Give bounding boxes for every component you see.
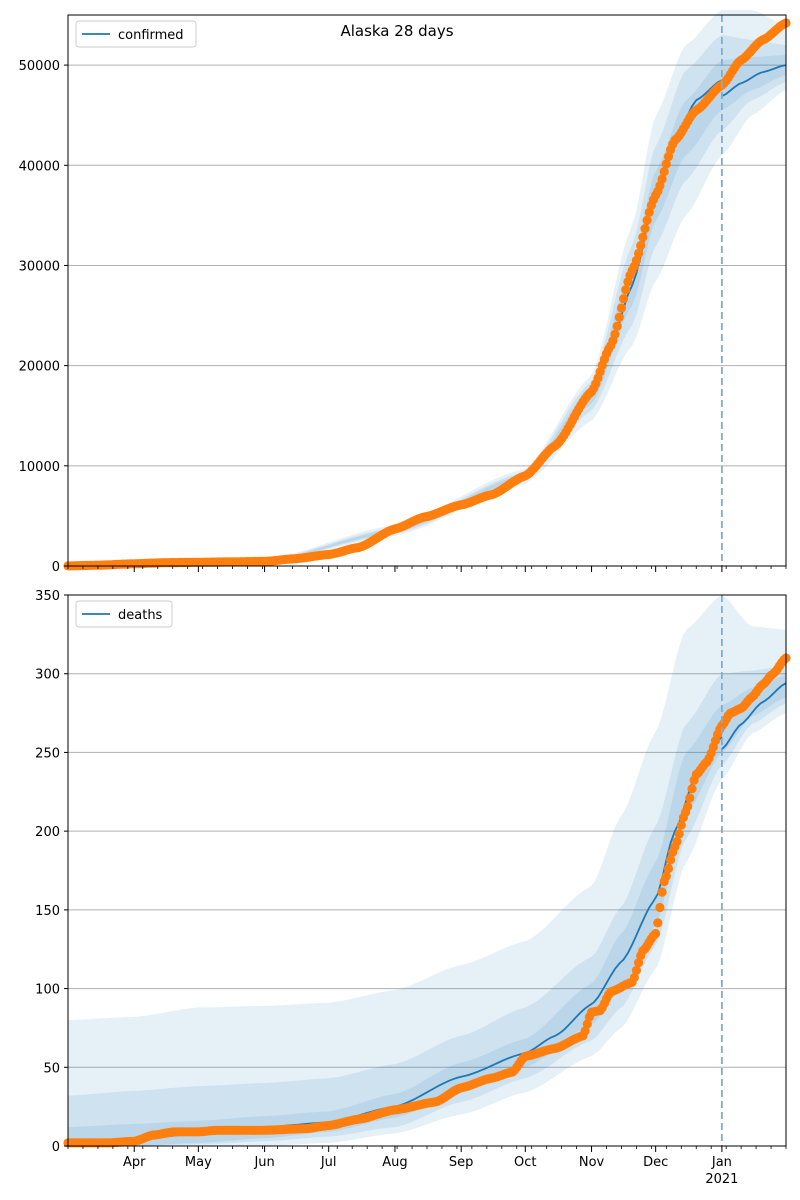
- confidence-band-outer: [68, 10, 786, 566]
- observation-point: [663, 863, 674, 874]
- legend-box: [75, 600, 173, 628]
- observation-point: [629, 972, 639, 983]
- observation-point: [619, 294, 629, 304]
- observation-point: [674, 829, 684, 839]
- observation-point: [614, 312, 624, 322]
- x-year-label: 2021: [705, 1172, 738, 1187]
- legend: confirmed: [75, 20, 197, 48]
- y-tick-label: 20000: [19, 360, 60, 375]
- forecast-line: [721, 64, 787, 97]
- observation-point: [616, 303, 627, 313]
- observation-point: [685, 793, 695, 803]
- y-tick-label: 250: [35, 746, 60, 761]
- observation-point: [634, 958, 644, 968]
- y-tick-label: 40000: [19, 159, 60, 174]
- y-tick-label: 200: [35, 825, 60, 840]
- y-tick-label: 100: [35, 983, 60, 998]
- x-tick-label: Dec: [643, 1155, 668, 1170]
- observation-point: [687, 784, 697, 794]
- y-tick-label: 10000: [19, 460, 60, 475]
- y-tick-label: 350: [35, 589, 60, 604]
- legend-label: deaths: [118, 608, 163, 623]
- observation-point: [661, 871, 671, 881]
- observation-point: [610, 329, 620, 339]
- x-tick-label: Nov: [579, 1155, 605, 1170]
- observation-point: [661, 159, 671, 169]
- x-tick-label: Jun: [253, 1155, 274, 1170]
- x-tick-label: Jul: [320, 1155, 337, 1170]
- observation-point: [676, 820, 686, 830]
- y-tick-label: 0: [52, 560, 60, 575]
- y-tick-label: 50: [43, 1061, 60, 1076]
- observation-point: [666, 855, 676, 865]
- observation-point: [582, 1019, 592, 1029]
- y-tick-label: 30000: [19, 259, 60, 274]
- observation-point: [657, 887, 667, 897]
- x-tick-label: Jan: [711, 1155, 732, 1170]
- observation-point: [580, 1026, 590, 1036]
- confidence-band-inner: [68, 675, 786, 1146]
- y-tick-label: 300: [35, 668, 60, 683]
- observation-point: [642, 215, 652, 225]
- legend-label: confirmed: [118, 28, 184, 43]
- observation-point: [657, 174, 667, 184]
- observation-point: [638, 232, 648, 242]
- observation-point: [659, 167, 669, 177]
- observation-point: [672, 837, 682, 847]
- x-tick-label: May: [185, 1155, 212, 1170]
- legend-box: [75, 20, 197, 48]
- forecast-line: [721, 682, 787, 750]
- y-tick-label: 50000: [19, 59, 60, 74]
- x-tick-label: Sep: [449, 1155, 474, 1170]
- confirmed-panel: 0 10000 20000 30000 40000 50000 confirmed: [19, 10, 791, 575]
- observation-point: [683, 801, 693, 812]
- x-tick-label: Aug: [382, 1155, 407, 1170]
- observation-point: [631, 965, 642, 976]
- observation-point: [651, 928, 661, 939]
- observation-point: [634, 248, 644, 258]
- y-tick-label: 0: [52, 1140, 60, 1155]
- legend: deaths: [75, 600, 173, 628]
- x-tick-label: Apr: [123, 1155, 146, 1170]
- observation-point: [621, 285, 631, 295]
- observation-point: [655, 902, 665, 913]
- observation-point: [612, 321, 622, 331]
- confidence-band-inner: [68, 55, 786, 566]
- y-tick-label: 150: [35, 904, 60, 919]
- observation-point: [644, 207, 654, 217]
- observation-point: [631, 255, 642, 265]
- observation-point: [653, 918, 663, 928]
- observation-points: [63, 653, 791, 1148]
- observation-point: [636, 240, 646, 251]
- confidence-band-mid: [68, 665, 786, 1146]
- deaths-panel: 0 50 100 150 200 250 300 350 Apr May Jun Jul Aug Sep O…: [35, 589, 791, 1187]
- observation-point: [640, 224, 650, 234]
- figure-title: Alaska 28 days: [340, 22, 453, 40]
- x-tick-label: Oct: [514, 1155, 536, 1170]
